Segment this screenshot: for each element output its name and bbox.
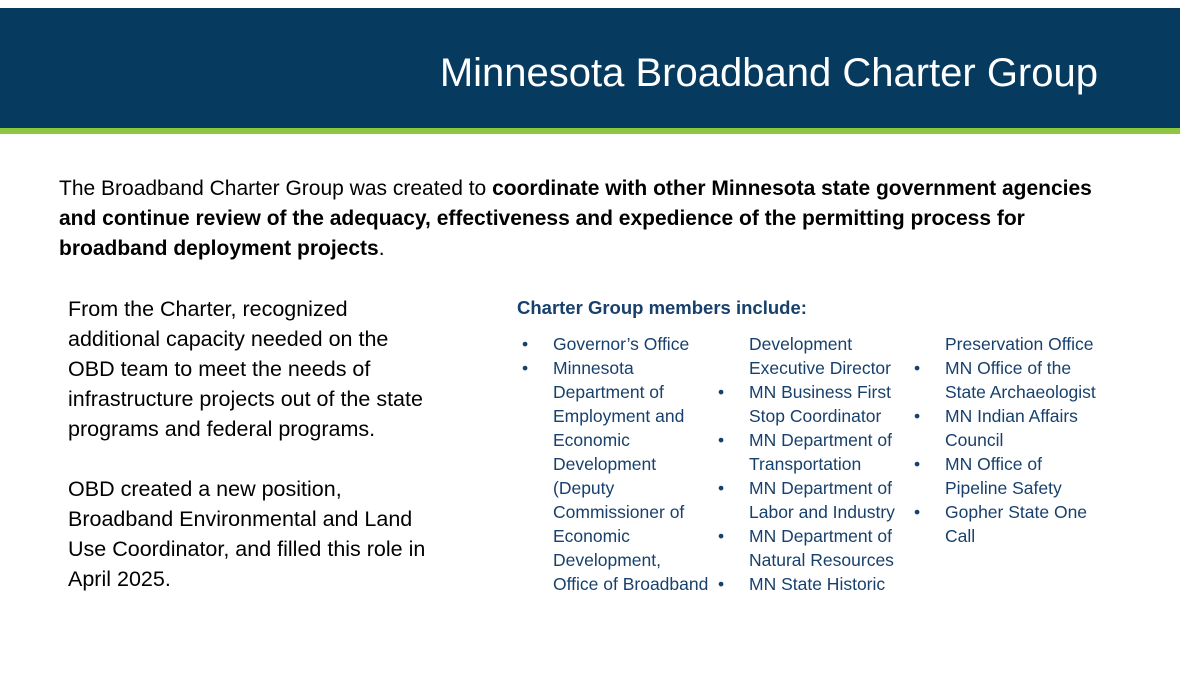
bullet-icon: [522, 356, 528, 380]
member-list-line: MN Office of: [912, 452, 1112, 476]
member-text: State Archaeologist: [945, 382, 1096, 402]
accent-stripe: [0, 128, 1180, 134]
member-text: MN Department of: [749, 478, 892, 498]
charter-capacity-paragraph: From the Charter, recognized additional …: [68, 297, 423, 441]
left-text-column: From the Charter, recognized additional …: [68, 294, 440, 594]
member-list-line: Gopher State One: [912, 500, 1112, 524]
member-text: MN Office of: [945, 454, 1042, 474]
member-text: Transportation: [749, 454, 862, 474]
bullet-icon: [914, 356, 920, 380]
members-heading: Charter Group members include:: [517, 297, 807, 318]
member-list-line: Commissioner of: [520, 500, 720, 524]
member-list-line: MN Office of the: [912, 356, 1112, 380]
member-text: Development,: [553, 550, 661, 570]
member-list-line: MN Indian Affairs: [912, 404, 1112, 428]
member-text: Employment and: [553, 406, 685, 426]
member-list-line: Transportation: [716, 452, 916, 476]
intro-plain-end: .: [378, 237, 385, 260]
member-list-line: Department of: [520, 380, 720, 404]
members-column-3: Preservation Office MN Office of the State…: [912, 332, 1112, 548]
member-text: Call: [945, 526, 976, 546]
member-text: Economic: [553, 430, 630, 450]
member-text: Natural Resources: [749, 550, 894, 570]
member-list-line: Economic: [520, 428, 720, 452]
bullet-icon: [718, 476, 724, 500]
member-list-line: MN Department of: [716, 428, 916, 452]
member-text: Commissioner of: [553, 502, 685, 522]
bullet-icon: [522, 332, 528, 356]
member-list-line: Pipeline Safety: [912, 476, 1112, 500]
member-text: Preservation Office: [945, 334, 1094, 354]
member-text: Stop Coordinator: [749, 406, 882, 426]
member-list-line: Development,: [520, 548, 720, 572]
title-banner: Minnesota Broadband Charter Group: [0, 8, 1180, 128]
member-list-line: MN Business First: [716, 380, 916, 404]
member-text: Economic: [553, 526, 630, 546]
member-list-line: Development: [520, 452, 720, 476]
member-list-line: Governor’s Office: [520, 332, 720, 356]
intro-plain-start: The Broadband Charter Group was created …: [59, 177, 493, 200]
member-text: Executive Director: [749, 358, 891, 378]
bullet-icon: [718, 428, 724, 452]
member-list-line: (Deputy: [520, 476, 720, 500]
bullet-icon: [718, 380, 724, 404]
member-list-line: Council: [912, 428, 1112, 452]
member-list-line: MN Department of: [716, 524, 916, 548]
members-column-1: Governor’s Office Minnesota Department of E…: [520, 332, 720, 596]
member-list-line: Natural Resources: [716, 548, 916, 572]
bullet-icon: [718, 572, 724, 596]
member-list-line: Labor and Industry: [716, 500, 916, 524]
member-text: Development: [749, 334, 853, 354]
member-list-line: State Archaeologist: [912, 380, 1112, 404]
new-position-paragraph: OBD created a new position, Broadband En…: [68, 477, 426, 591]
member-list-line: Minnesota: [520, 356, 720, 380]
member-text: Office of Broadband: [553, 574, 709, 594]
member-text: MN Business First: [749, 382, 891, 402]
member-text: (Deputy: [553, 478, 615, 498]
members-column-2: Development Executive Director MN Business…: [716, 332, 916, 596]
member-text: Gopher State One: [945, 502, 1088, 522]
member-list-line: Employment and: [520, 404, 720, 428]
intro-bold-text: coordinate with other Minnesota state go…: [59, 177, 1092, 260]
member-text: MN Department of: [749, 430, 892, 450]
member-list-line: Preservation Office: [912, 332, 1112, 356]
member-list-line: MN Department of: [716, 476, 916, 500]
member-list-line: Stop Coordinator: [716, 404, 916, 428]
bullet-icon: [914, 404, 920, 428]
member-text: MN State Historic: [749, 574, 886, 594]
member-text: Pipeline Safety: [945, 478, 1062, 498]
slide-title: Minnesota Broadband Charter Group: [439, 51, 1098, 95]
member-text: MN Department of: [749, 526, 892, 546]
member-text: Labor and Industry: [749, 502, 895, 522]
member-text: Council: [945, 430, 1004, 450]
member-list-line: MN State Historic: [716, 572, 916, 596]
bullet-icon: [914, 500, 920, 524]
member-text: Governor’s Office: [553, 334, 690, 354]
member-list-line: Development: [716, 332, 916, 356]
member-list-line: Economic: [520, 524, 720, 548]
member-list-line: Call: [912, 524, 1112, 548]
member-text: MN Office of the: [945, 358, 1072, 378]
bullet-icon: [914, 452, 920, 476]
bullet-icon: [718, 524, 724, 548]
intro-paragraph: The Broadband Charter Group was created …: [59, 174, 1099, 264]
member-text: Department of: [553, 382, 664, 402]
member-list-line: Office of Broadband: [520, 572, 720, 596]
member-text: MN Indian Affairs: [945, 406, 1078, 426]
member-list-line: Executive Director: [716, 356, 916, 380]
member-text: Minnesota: [553, 358, 634, 378]
member-text: Development: [553, 454, 657, 474]
